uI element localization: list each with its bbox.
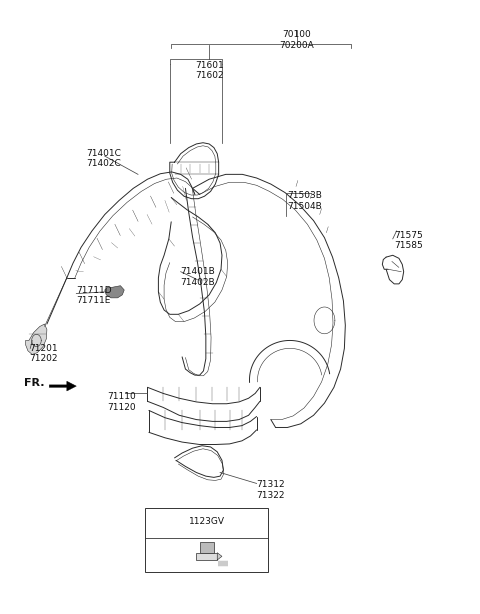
Text: 71503B
71504B: 71503B 71504B (288, 192, 322, 211)
Bar (145, 508, 268, 572)
Polygon shape (217, 553, 222, 560)
Text: 71575
71585: 71575 71585 (394, 231, 423, 251)
Text: 71110
71120: 71110 71120 (107, 392, 136, 411)
Polygon shape (105, 286, 124, 298)
Text: 1123GV: 1123GV (189, 517, 225, 526)
Text: 71401C
71402C: 71401C 71402C (86, 149, 120, 168)
Text: 71601
71602: 71601 71602 (195, 61, 224, 80)
Text: 71401B
71402B: 71401B 71402B (180, 268, 216, 287)
Text: FR.: FR. (24, 378, 45, 388)
Text: 71312
71322: 71312 71322 (257, 480, 285, 500)
Polygon shape (25, 324, 47, 354)
Bar (200, 542, 214, 553)
Bar (196, 553, 217, 560)
Polygon shape (49, 381, 76, 391)
Text: 71201
71202: 71201 71202 (29, 343, 58, 363)
Text: 70100
70200A: 70100 70200A (279, 30, 314, 50)
Text: 71711D
71711E: 71711D 71711E (76, 286, 112, 305)
